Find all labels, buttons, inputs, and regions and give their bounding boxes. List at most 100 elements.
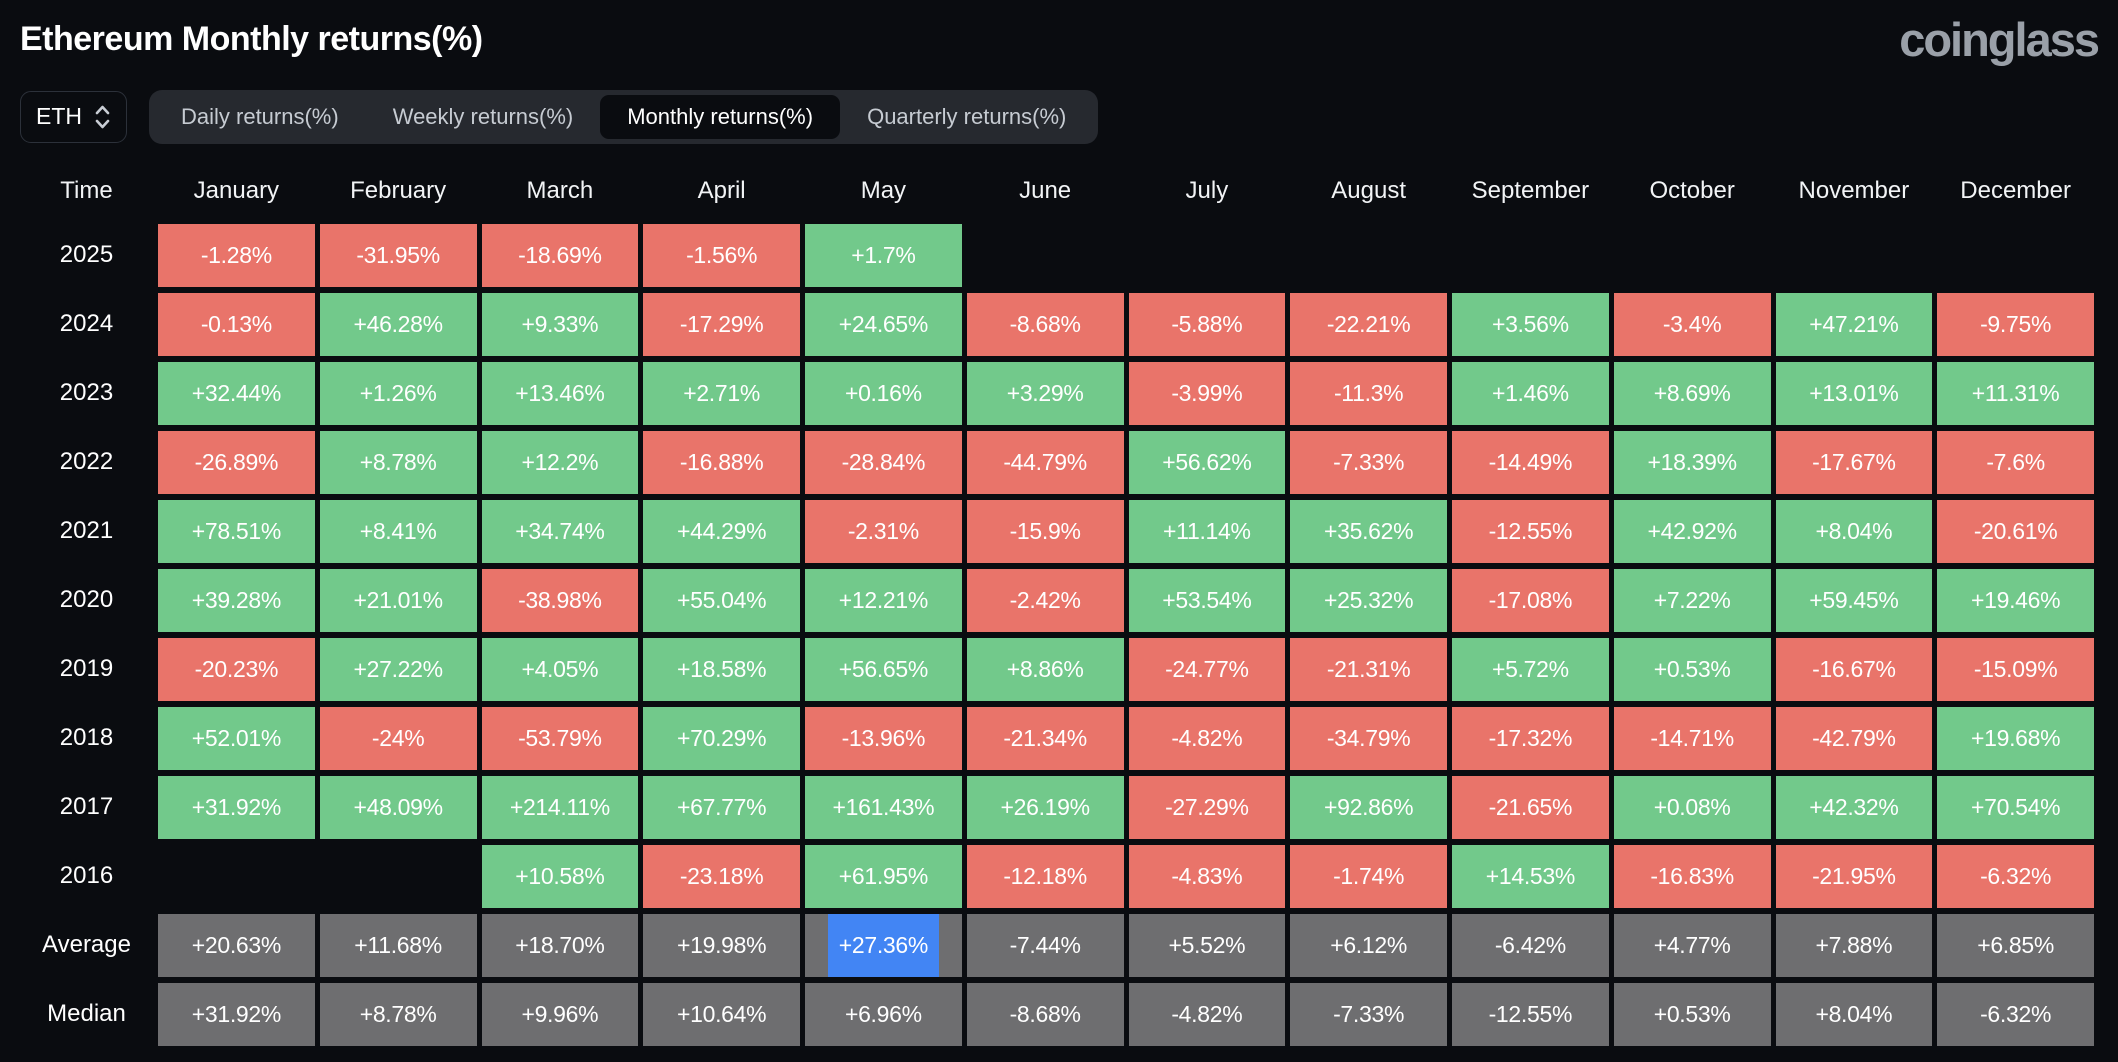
return-cell[interactable]: -1.74% [1290,844,1447,908]
return-cell[interactable]: +70.29% [643,706,800,770]
return-cell[interactable]: +0.16% [805,361,962,425]
return-cell[interactable]: -12.55% [1452,982,1609,1046]
return-cell[interactable]: +78.51% [158,499,315,563]
return-cell[interactable]: +18.58% [643,637,800,701]
return-cell[interactable]: +19.46% [1937,568,2094,632]
return-cell[interactable]: -44.79% [966,430,1124,494]
return-cell[interactable]: +46.28% [319,292,477,356]
return-cell[interactable]: +8.69% [1613,361,1771,425]
return-cell[interactable]: +12.2% [481,430,639,494]
return-cell[interactable]: +31.92% [158,775,315,839]
return-cell[interactable]: -20.23% [158,637,315,701]
return-cell[interactable]: +92.86% [1290,775,1447,839]
tab-monthly-returns[interactable]: Monthly returns(%) [600,94,841,139]
return-cell[interactable]: +8.86% [966,637,1124,701]
return-cell[interactable]: -17.67% [1775,430,1933,494]
symbol-select[interactable]: ETH [20,90,127,143]
return-cell[interactable]: +4.05% [481,637,639,701]
return-cell[interactable]: +10.64% [643,982,800,1046]
return-cell[interactable]: +3.56% [1452,292,1609,356]
return-cell[interactable]: +25.32% [1290,568,1447,632]
return-cell[interactable]: -1.56% [643,223,800,287]
return-cell[interactable]: +70.54% [1937,775,2094,839]
tab-weekly-returns[interactable]: Weekly returns(%) [392,103,574,129]
return-cell[interactable]: -42.79% [1775,706,1933,770]
return-cell[interactable]: -6.42% [1452,913,1609,977]
return-cell[interactable]: -7.33% [1290,982,1447,1046]
return-cell[interactable]: +161.43% [805,775,962,839]
return-cell[interactable]: +21.01% [319,568,477,632]
return-cell[interactable]: -34.79% [1290,706,1447,770]
return-cell[interactable]: +5.52% [1128,913,1286,977]
return-cell[interactable]: -11.3% [1290,361,1447,425]
return-cell[interactable]: +52.01% [158,706,315,770]
return-cell[interactable]: -24% [319,706,477,770]
return-cell[interactable]: +47.21% [1775,292,1933,356]
return-cell[interactable]: -17.32% [1452,706,1609,770]
return-cell[interactable]: +44.29% [643,499,800,563]
return-cell[interactable]: +8.04% [1775,982,1933,1046]
return-cell[interactable]: -1.28% [158,223,315,287]
return-cell[interactable]: +11.14% [1128,499,1286,563]
return-cell[interactable]: +56.62% [1128,430,1286,494]
return-cell[interactable]: -16.67% [1775,637,1933,701]
return-cell[interactable]: -53.79% [481,706,639,770]
return-cell[interactable]: +18.70% [481,913,639,977]
return-cell[interactable]: +12.21% [805,568,962,632]
return-cell[interactable]: +8.41% [319,499,477,563]
return-cell[interactable]: -14.49% [1452,430,1609,494]
return-cell[interactable]: -4.83% [1128,844,1286,908]
return-cell[interactable]: +7.88% [1775,913,1933,977]
return-cell[interactable]: -5.88% [1128,292,1286,356]
return-cell[interactable]: -38.98% [481,568,639,632]
return-cell[interactable]: -14.71% [1613,706,1771,770]
return-cell[interactable]: +24.65% [805,292,962,356]
return-cell[interactable]: +53.54% [1128,568,1286,632]
return-cell[interactable]: +7.22% [1613,568,1771,632]
return-cell[interactable]: +67.77% [643,775,800,839]
return-cell[interactable]: -17.08% [1452,568,1609,632]
return-cell[interactable]: +4.77% [1613,913,1771,977]
return-cell[interactable]: +13.01% [1775,361,1933,425]
return-cell[interactable]: -21.65% [1452,775,1609,839]
return-cell[interactable]: +10.58% [481,844,639,908]
return-cell[interactable]: -15.9% [966,499,1124,563]
return-cell[interactable]: +11.68% [319,913,477,977]
return-cell[interactable]: +0.53% [1613,982,1771,1046]
return-cell[interactable]: -28.84% [805,430,962,494]
return-cell[interactable]: -18.69% [481,223,639,287]
return-cell[interactable]: -12.18% [966,844,1124,908]
return-cell[interactable]: -22.21% [1290,292,1447,356]
tab-quarterly-returns[interactable]: Quarterly returns(%) [867,103,1067,129]
return-cell[interactable]: +48.09% [319,775,477,839]
return-cell[interactable]: +14.53% [1452,844,1609,908]
return-cell[interactable]: +9.33% [481,292,639,356]
return-cell[interactable]: +19.68% [1937,706,2094,770]
return-cell[interactable]: +35.62% [1290,499,1447,563]
return-cell[interactable]: -9.75% [1937,292,2094,356]
return-cell[interactable]: +11.31% [1937,361,2094,425]
return-cell[interactable]: +26.19% [966,775,1124,839]
return-cell[interactable]: +6.96% [805,982,962,1046]
return-cell[interactable]: -4.82% [1128,706,1286,770]
return-cell[interactable]: -0.13% [158,292,315,356]
return-cell[interactable]: +18.39% [1613,430,1771,494]
return-cell[interactable]: +6.12% [1290,913,1447,977]
return-cell[interactable]: +13.46% [481,361,639,425]
coinglass-logo[interactable]: coinglass [1899,13,2100,66]
return-cell[interactable]: -2.31% [805,499,962,563]
return-cell[interactable]: -26.89% [158,430,315,494]
return-cell[interactable]: -27.29% [1128,775,1286,839]
return-cell[interactable]: -21.31% [1290,637,1447,701]
return-cell[interactable]: +56.65% [805,637,962,701]
return-cell[interactable]: +1.7% [805,223,962,287]
return-cell[interactable]: +34.74% [481,499,639,563]
return-cell[interactable]: +214.11% [481,775,639,839]
return-cell[interactable]: +9.96% [481,982,639,1046]
return-cell[interactable]: -3.99% [1128,361,1286,425]
return-cell[interactable]: +5.72% [1452,637,1609,701]
return-cell[interactable]: -8.68% [966,292,1124,356]
return-cell[interactable]: +0.08% [1613,775,1771,839]
return-cell[interactable]: +3.29% [966,361,1124,425]
return-cell[interactable]: -4.82% [1128,982,1286,1046]
